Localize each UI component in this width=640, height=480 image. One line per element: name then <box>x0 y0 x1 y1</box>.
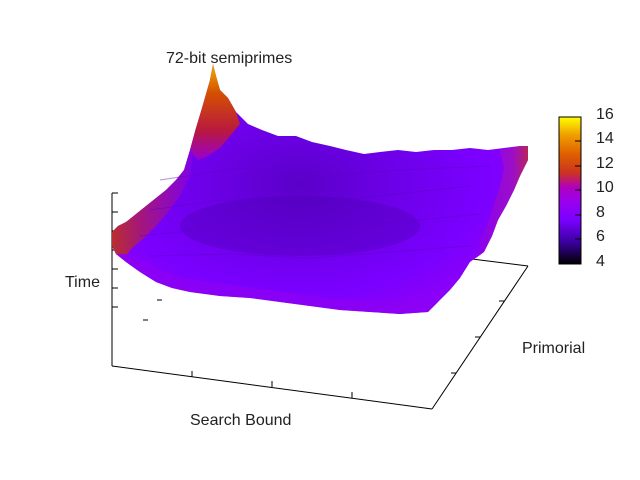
surface-right-edge <box>476 146 528 258</box>
colorbar-tick-label: 8 <box>596 204 605 221</box>
colorbar-tick-label: 4 <box>596 253 605 270</box>
surface-peak <box>190 64 240 160</box>
colorbar-tick-label: 14 <box>596 130 614 147</box>
y-ticks <box>143 299 504 374</box>
x-axis-label: Search Bound <box>190 412 292 429</box>
surface-basin <box>180 196 420 256</box>
colorbar-tick-label: 10 <box>596 179 614 196</box>
surface <box>112 64 528 314</box>
z-axis-label: Time <box>65 274 100 291</box>
surface-left-edge <box>112 128 196 258</box>
x-ticks <box>191 371 353 398</box>
x-axis-line <box>111 365 433 410</box>
y-axis-label: Primorial <box>522 340 586 357</box>
colorbar-tick-label: 6 <box>596 228 605 245</box>
colorbar-tick-label: 12 <box>596 155 614 172</box>
colorbar-tick-label: 16 <box>596 106 614 123</box>
colorbar <box>558 116 582 265</box>
surface-front-band <box>116 254 438 314</box>
chart-title: 72-bit semiprimes <box>166 50 293 67</box>
